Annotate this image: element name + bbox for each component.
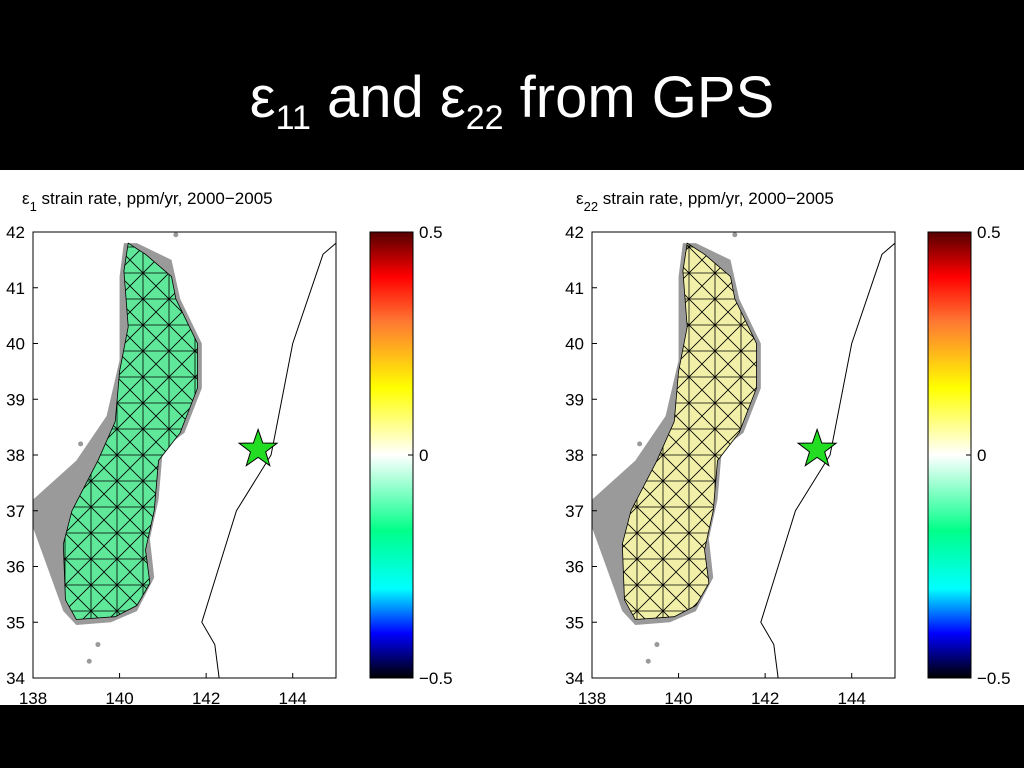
island bbox=[173, 232, 179, 238]
x-tick-label: 144 bbox=[838, 689, 866, 705]
panel-title-subscript: 22 bbox=[584, 199, 598, 214]
y-tick-label: 38 bbox=[565, 446, 584, 465]
y-tick-label: 36 bbox=[565, 558, 584, 577]
island bbox=[645, 658, 651, 664]
y-tick-label: 36 bbox=[6, 558, 25, 577]
colorbar-tick-label: −0.5 bbox=[977, 669, 1011, 688]
y-tick-label: 42 bbox=[565, 223, 584, 242]
colorbar-tick-label: 0.5 bbox=[419, 223, 443, 242]
panel-title: ε1 strain rate, ppm/yr, 2000−2005 bbox=[22, 189, 273, 214]
panel-title: ε22 strain rate, ppm/yr, 2000−2005 bbox=[576, 189, 834, 214]
colorbar-tick-label: 0.5 bbox=[977, 223, 1001, 242]
island bbox=[637, 441, 643, 447]
y-tick-label: 41 bbox=[565, 279, 584, 298]
colorbar-tick-label: 0 bbox=[419, 446, 428, 465]
bottom-bar bbox=[0, 705, 1024, 768]
y-tick-label: 35 bbox=[6, 613, 25, 632]
y-tick-label: 37 bbox=[6, 502, 25, 521]
panel-title-text: strain rate, ppm/yr, 2000−2005 bbox=[37, 189, 273, 208]
title-subscript-1: 11 bbox=[275, 99, 311, 137]
star-marker bbox=[237, 427, 279, 467]
y-tick-label: 42 bbox=[6, 223, 25, 242]
y-tick-label: 34 bbox=[565, 669, 584, 688]
panel-title-subscript: 1 bbox=[30, 199, 37, 214]
title-subscript-2: 22 bbox=[465, 99, 504, 137]
title-epsilon-2: ε bbox=[439, 65, 466, 130]
y-tick-label: 39 bbox=[6, 390, 25, 409]
y-tick-label: 34 bbox=[6, 669, 25, 688]
island bbox=[732, 232, 738, 238]
strain-mesh bbox=[621, 242, 757, 620]
x-tick-label: 144 bbox=[279, 689, 307, 705]
colorbar bbox=[369, 231, 414, 679]
panel-title-symbol: ε bbox=[576, 189, 584, 208]
trench-line bbox=[201, 242, 337, 679]
title-bar bbox=[0, 0, 1024, 170]
title-and: and bbox=[310, 65, 440, 130]
y-tick-label: 35 bbox=[565, 613, 584, 632]
colorbar-tick-label: −0.5 bbox=[419, 669, 453, 688]
x-tick-label: 138 bbox=[578, 689, 606, 705]
x-tick-label: 142 bbox=[192, 689, 220, 705]
island bbox=[95, 642, 101, 648]
trench-line bbox=[760, 242, 896, 679]
slide-title: ε11 and ε22 from GPS bbox=[0, 58, 1024, 158]
island bbox=[654, 642, 660, 648]
x-tick-label: 140 bbox=[105, 689, 133, 705]
title-end: from GPS bbox=[503, 65, 775, 130]
strain-mesh bbox=[62, 242, 198, 620]
island bbox=[78, 441, 84, 447]
colorbar-tick-label: 0 bbox=[977, 446, 986, 465]
panel-title-symbol: ε bbox=[22, 189, 30, 208]
x-tick-label: 140 bbox=[664, 689, 692, 705]
y-tick-label: 38 bbox=[6, 446, 25, 465]
star-marker bbox=[796, 427, 838, 467]
map-panel-right: ε22 strain rate, ppm/yr, 2000−2005 138 140… bbox=[565, 189, 1011, 708]
island bbox=[86, 658, 92, 664]
y-tick-label: 41 bbox=[6, 279, 25, 298]
colorbar bbox=[927, 231, 972, 679]
y-tick-label: 39 bbox=[565, 390, 584, 409]
title-epsilon-1: ε bbox=[249, 65, 276, 130]
y-tick-label: 40 bbox=[565, 335, 584, 354]
y-tick-label: 40 bbox=[6, 335, 25, 354]
x-tick-label: 138 bbox=[19, 689, 47, 705]
x-tick-label: 142 bbox=[751, 689, 779, 705]
figure-area: ε1 strain rate, ppm/yr, 2000−2005 138 140 1… bbox=[0, 170, 1024, 708]
panel-title-text: strain rate, ppm/yr, 2000−2005 bbox=[598, 189, 834, 208]
y-tick-label: 37 bbox=[565, 502, 584, 521]
